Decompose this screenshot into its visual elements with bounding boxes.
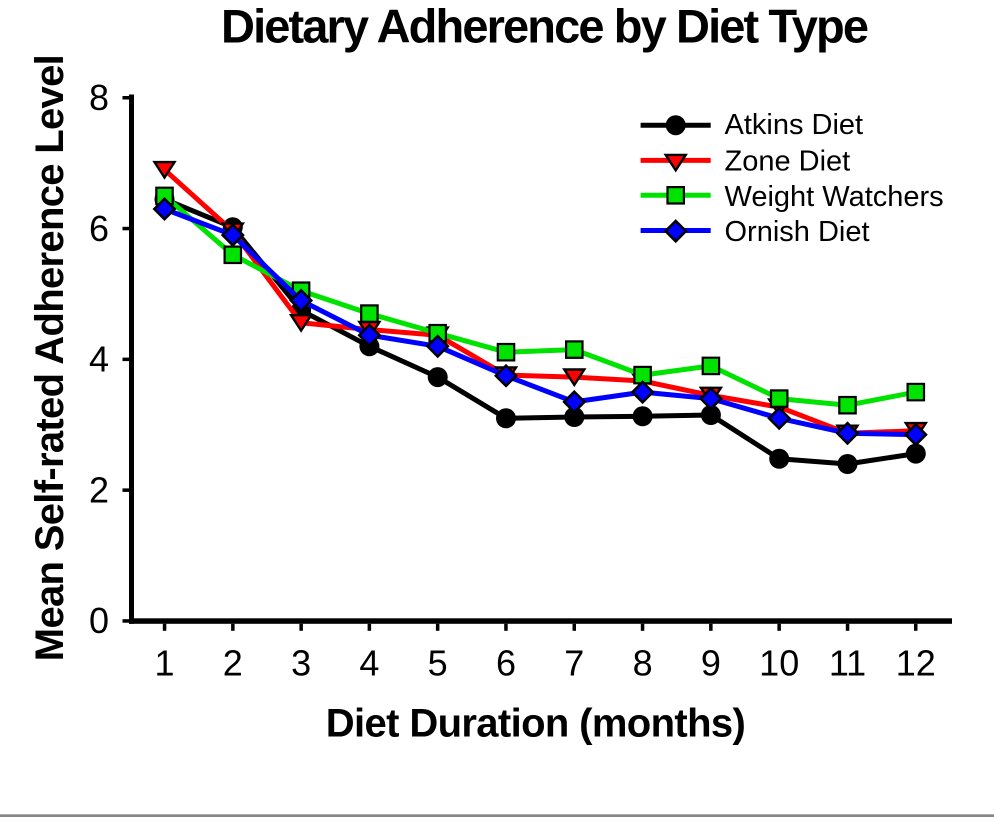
svg-text:Weight Watchers: Weight Watchers: [725, 181, 944, 213]
svg-text:8: 8: [633, 643, 653, 684]
svg-text:Zone Diet: Zone Diet: [725, 145, 851, 177]
svg-text:Dietary Adherence by Diet Type: Dietary Adherence by Diet Type: [221, 0, 869, 53]
svg-text:9: 9: [701, 643, 721, 684]
svg-text:4: 4: [89, 339, 109, 380]
svg-text:0: 0: [89, 600, 109, 641]
svg-text:4: 4: [359, 643, 379, 684]
svg-text:11: 11: [829, 643, 866, 684]
svg-text:12: 12: [896, 643, 936, 684]
svg-text:8: 8: [89, 77, 109, 118]
svg-text:7: 7: [564, 643, 584, 684]
svg-text:6: 6: [89, 208, 109, 249]
svg-text:Diet Duration (months): Diet Duration (months): [326, 702, 746, 746]
svg-text:6: 6: [496, 643, 516, 684]
svg-text:Mean Self-rated Adherence Leve: Mean Self-rated Adherence Level: [28, 54, 72, 661]
svg-text:2: 2: [89, 469, 109, 510]
svg-text:2: 2: [223, 643, 243, 684]
svg-text:Atkins Diet: Atkins Diet: [725, 109, 864, 141]
svg-text:10: 10: [759, 643, 799, 684]
svg-text:1: 1: [154, 643, 174, 684]
svg-text:3: 3: [291, 643, 311, 684]
svg-text:Ornish Diet: Ornish Diet: [725, 216, 870, 248]
svg-text:5: 5: [428, 643, 448, 684]
